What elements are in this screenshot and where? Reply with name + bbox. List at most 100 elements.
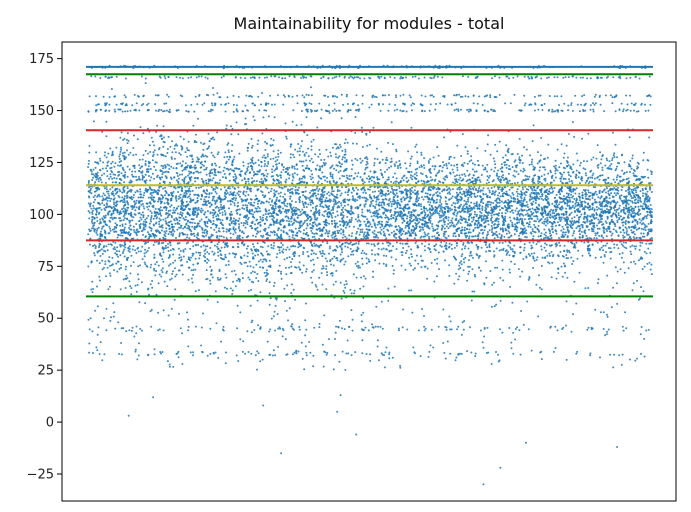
data-point [406, 328, 409, 331]
data-point [565, 300, 568, 303]
data-point [477, 189, 480, 192]
data-point [410, 170, 413, 173]
data-point [647, 109, 650, 112]
data-point [601, 166, 604, 169]
data-point [217, 241, 220, 244]
data-point [264, 217, 267, 220]
data-point [638, 249, 641, 251]
data-point [100, 248, 103, 251]
data-point [378, 359, 380, 362]
data-point [213, 199, 216, 202]
data-point [161, 197, 164, 200]
data-point [228, 252, 231, 255]
data-point [314, 284, 317, 286]
data-point [419, 236, 422, 239]
data-point [558, 104, 560, 106]
data-point [356, 199, 359, 202]
data-point [396, 165, 399, 167]
data-point [164, 194, 166, 197]
data-point [459, 267, 462, 269]
data-point [429, 215, 432, 218]
data-point [349, 109, 352, 112]
data-point [574, 211, 577, 213]
data-point [359, 203, 362, 206]
data-point [616, 219, 619, 222]
data-point [393, 188, 396, 191]
data-point [649, 251, 652, 254]
data-point [209, 247, 212, 249]
data-point [471, 290, 474, 293]
data-point [222, 169, 225, 172]
data-point [149, 168, 152, 170]
data-point [118, 170, 121, 173]
data-point [457, 108, 460, 111]
data-point [344, 186, 347, 188]
data-point [221, 211, 224, 214]
data-point [370, 179, 373, 182]
data-point [452, 171, 455, 174]
data-point [261, 246, 264, 249]
data-point [523, 232, 526, 235]
data-point [92, 168, 95, 171]
data-point [449, 171, 452, 174]
data-point [427, 232, 430, 235]
data-point [350, 235, 353, 238]
data-point [451, 222, 454, 225]
data-point [194, 268, 197, 271]
data-point [549, 169, 552, 172]
data-point [598, 178, 601, 181]
data-point [429, 103, 432, 106]
data-point [472, 188, 475, 191]
data-point [466, 162, 469, 165]
data-point [367, 258, 370, 261]
data-point [357, 242, 360, 245]
data-point [494, 166, 497, 169]
data-point [397, 225, 400, 227]
data-point [571, 201, 574, 203]
data-point [399, 94, 402, 97]
data-point [235, 354, 238, 357]
data-point [534, 226, 537, 229]
data-point [527, 328, 530, 331]
data-point [101, 174, 103, 177]
data-point [121, 208, 123, 211]
data-point [133, 203, 136, 206]
data-point [327, 208, 330, 211]
data-point [500, 237, 503, 240]
data-point [109, 227, 112, 230]
data-point [441, 166, 444, 169]
data-point [98, 262, 101, 265]
data-point [278, 264, 281, 267]
data-point [630, 261, 632, 264]
data-point [108, 103, 111, 106]
data-point [559, 250, 562, 253]
scatter-points [87, 64, 653, 486]
data-point [343, 328, 346, 331]
data-point [408, 289, 411, 292]
data-point [234, 222, 237, 225]
data-point [227, 158, 230, 161]
data-point [525, 232, 528, 235]
data-point [525, 209, 528, 212]
data-point [472, 235, 475, 238]
data-point [416, 222, 419, 225]
data-point [307, 94, 310, 97]
data-point [415, 182, 418, 185]
data-point [312, 195, 314, 198]
data-point [581, 95, 584, 98]
data-point [305, 268, 308, 271]
data-point [245, 219, 248, 222]
data-point [538, 274, 540, 277]
data-point [114, 327, 117, 330]
data-point [178, 195, 181, 198]
data-point [357, 188, 359, 191]
data-point [423, 265, 426, 268]
data-point [263, 228, 266, 231]
data-point [439, 102, 442, 105]
data-point [270, 206, 273, 209]
data-point [383, 76, 386, 79]
data-point [588, 237, 591, 239]
data-point [224, 151, 227, 154]
data-point [173, 219, 176, 222]
data-point [321, 343, 324, 346]
